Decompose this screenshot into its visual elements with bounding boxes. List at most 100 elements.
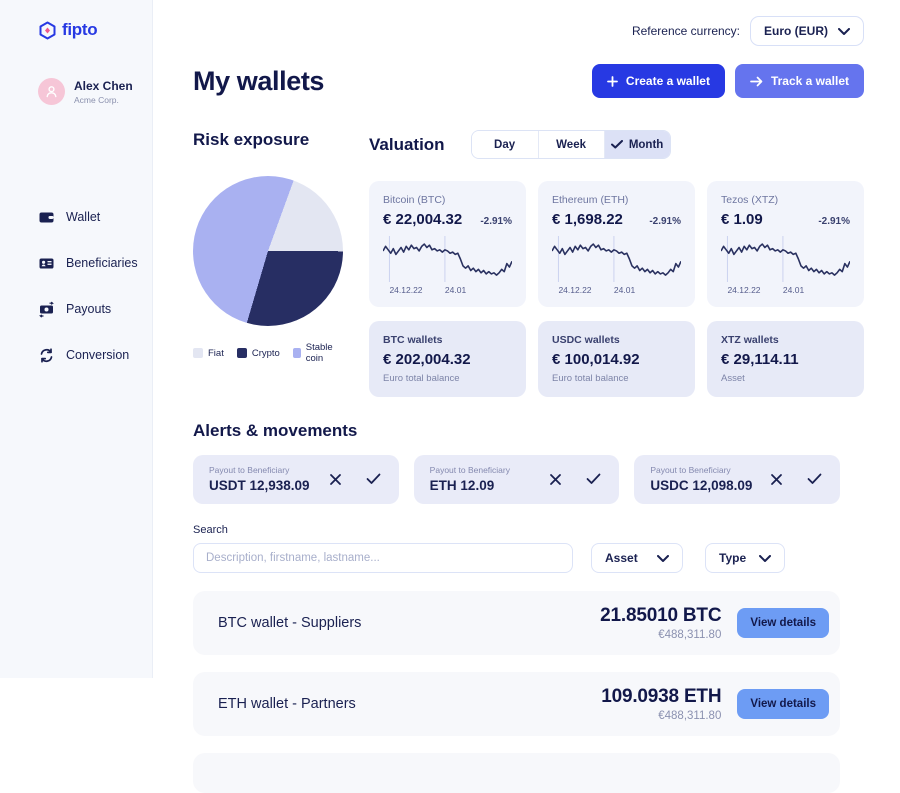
tab-week[interactable]: Week — [537, 131, 604, 158]
avatar — [38, 78, 65, 105]
alert-label: Payout to Beneficiary — [650, 465, 731, 475]
sparkline-chart: 24.12.22 24.01 — [721, 236, 850, 297]
user-profile[interactable]: Alex Chen Acme Corp. — [38, 78, 152, 105]
wallet-amount: 109.0938 ETH — [601, 686, 722, 707]
dismiss-alert-button[interactable] — [547, 471, 564, 488]
legend-item-stable-coin: Stable coin — [292, 342, 343, 364]
wallet-amount: 21.85010 BTC — [600, 605, 722, 626]
wallet-name: ETH wallet - Partners — [218, 696, 356, 712]
stable-coin-swatch — [292, 348, 301, 358]
period-tabs: Day Week Month — [470, 130, 671, 159]
dismiss-alert-button[interactable] — [327, 471, 344, 488]
asset-card-xtz: Tezos (XTZ) € 1.09 -2.91% 24.12.22 — [707, 181, 864, 307]
legend-item-crypto: Crypto — [236, 347, 280, 359]
view-details-button[interactable]: View details — [737, 689, 829, 719]
valuation-section: Valuation Day Week Month Bitcoin (BTC) €… — [369, 130, 864, 397]
tab-label: Week — [556, 138, 586, 151]
summary-subtitle: Asset — [721, 373, 745, 384]
summary-card-usdc[interactable]: USDC wallets € 100,014.92 Euro total bal… — [538, 321, 695, 397]
type-filter-dropdown[interactable]: Type — [705, 543, 785, 573]
valuation-title: Valuation — [369, 134, 445, 154]
wallet-row-btc-suppliers: BTC wallet - Suppliers 21.85010 BTC €488… — [193, 591, 840, 655]
conversion-icon — [38, 347, 55, 364]
asset-name: Tezos (XTZ) — [721, 194, 779, 206]
summary-title: BTC wallets — [383, 334, 443, 346]
plus-icon — [607, 75, 618, 87]
user-name: Alex Chen — [74, 78, 133, 93]
summary-card-btc[interactable]: BTC wallets € 202,004.32 Euro total bala… — [369, 321, 526, 397]
wallet-eur-value: €488,311.80 — [658, 710, 722, 722]
risk-exposure-section: Risk exposure Fiat Crypto Stable coin — [193, 130, 343, 397]
approve-alert-button[interactable] — [364, 471, 383, 487]
tab-label: Month — [628, 138, 664, 151]
search-input[interactable] — [193, 543, 573, 573]
asset-card-btc: Bitcoin (BTC) € 22,004.32 -2.91% 24.12.2… — [369, 181, 526, 307]
reference-currency-label: Reference currency: — [631, 24, 740, 38]
view-details-button[interactable]: View details — [737, 608, 829, 638]
approve-alert-button[interactable] — [584, 471, 603, 487]
sidebar-item-label: Conversion — [66, 348, 130, 362]
chart-date-start: 24.12.22 — [727, 285, 761, 295]
sidebar-item-payouts[interactable]: Payouts — [0, 297, 152, 321]
risk-legend: Fiat Crypto Stable coin — [193, 342, 343, 364]
approve-alert-button[interactable] — [805, 471, 824, 487]
title-row: My wallets Create a wallet Track a walle… — [193, 64, 864, 98]
chevron-down-icon — [657, 554, 669, 562]
sidebar-item-beneficiaries[interactable]: Beneficiaries — [0, 251, 152, 275]
legend-label: Stable coin — [305, 342, 333, 364]
type-filter-label: Type — [719, 551, 747, 565]
sidebar-item-label: Beneficiaries — [66, 256, 138, 270]
sidebar-item-wallet[interactable]: Wallet — [0, 205, 152, 229]
summary-card-xtz[interactable]: XTZ wallets € 29,114.11 Asset — [707, 321, 864, 397]
topbar: Reference currency: Euro (EUR) — [193, 16, 864, 46]
create-wallet-button[interactable]: Create a wallet — [591, 64, 725, 98]
sparkline-chart: 24.12.22 24.01 — [383, 236, 512, 297]
legend-item-fiat: Fiat — [193, 348, 224, 359]
sidebar-item-label: Wallet — [66, 210, 101, 224]
check-icon — [610, 140, 623, 149]
summary-amount: € 202,004.32 — [383, 351, 471, 368]
crypto-swatch — [236, 348, 247, 358]
asset-name: Bitcoin (BTC) — [383, 194, 446, 206]
sidebar-item-label: Payouts — [66, 302, 112, 316]
chart-date-mid: 24.01 — [613, 285, 636, 295]
summary-amount: € 100,014.92 — [552, 351, 640, 368]
sidebar-nav: Wallet Beneficiaries Payouts Conversion — [0, 205, 152, 367]
legend-label: Crypto — [251, 347, 280, 359]
search-section: Search Asset Type — [193, 524, 840, 573]
chart-date-start: 24.12.22 — [558, 285, 592, 295]
dismiss-alert-button[interactable] — [768, 471, 785, 488]
summary-title: USDC wallets — [552, 334, 620, 346]
tab-month[interactable]: Month — [603, 131, 670, 158]
user-company: Acme Corp. — [74, 94, 119, 105]
brand-logo[interactable]: fipto — [38, 20, 152, 40]
chevron-down-icon — [759, 554, 771, 562]
summary-subtitle: Euro total balance — [552, 373, 629, 384]
asset-cards: Bitcoin (BTC) € 22,004.32 -2.91% 24.12.2… — [369, 181, 864, 307]
tab-day[interactable]: Day — [471, 131, 538, 158]
alert-card: Payout to Beneficiary USDC 12,098.09 — [634, 455, 841, 504]
chart-date-mid: 24.01 — [782, 285, 805, 295]
track-wallet-button[interactable]: Track a wallet — [734, 64, 864, 98]
reference-currency-select[interactable]: Euro (EUR) — [750, 16, 864, 46]
asset-filter-dropdown[interactable]: Asset — [591, 543, 683, 573]
asset-filter-label: Asset — [605, 551, 638, 565]
tab-label: Day — [494, 138, 516, 151]
brand-name: fipto — [62, 20, 98, 39]
asset-change: -2.91% — [649, 216, 681, 227]
track-wallet-label: Track a wallet — [770, 74, 849, 88]
chevron-down-icon — [838, 27, 850, 35]
payouts-icon — [38, 301, 55, 318]
sidebar: fipto Alex Chen Acme Corp. Wallet Benefi… — [0, 0, 153, 678]
chart-date-mid: 24.01 — [444, 285, 467, 295]
sparkline-chart: 24.12.22 24.01 — [552, 236, 681, 297]
fipto-hexagon-icon — [38, 21, 57, 40]
alert-card: Payout to Beneficiary USDT 12,938.09 — [193, 455, 399, 504]
legend-label: Fiat — [208, 347, 224, 359]
alert-cards: Payout to Beneficiary USDT 12,938.09 Pay… — [193, 455, 841, 504]
asset-price: € 1,698.22 — [552, 211, 623, 228]
sidebar-item-conversion[interactable]: Conversion — [0, 343, 152, 367]
wallet-row-partial — [193, 753, 840, 793]
alerts-title: Alerts & movements — [193, 421, 358, 440]
wallet-icon — [38, 209, 55, 226]
